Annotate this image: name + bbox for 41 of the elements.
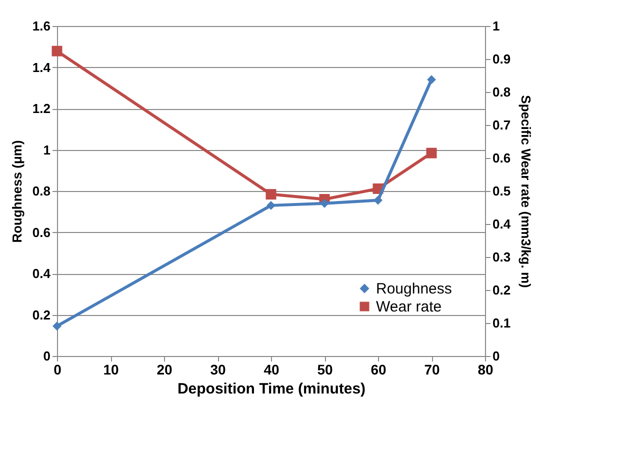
legend-label: Wear rate (376, 298, 442, 316)
y2-tick-label: 0.8 (492, 84, 511, 100)
y-tick-label: 1.2 (32, 101, 50, 116)
point (52, 46, 62, 56)
point (426, 148, 437, 158)
x-tick-label: 70 (424, 362, 440, 378)
point (427, 75, 436, 84)
y2-tick-label: 0.4 (492, 216, 512, 232)
legend-label: Roughness (376, 280, 452, 298)
x-tick-label: 60 (370, 362, 386, 378)
y-axis-title: Roughness (μm) (9, 140, 24, 243)
y2-tick-label: 0.1 (492, 316, 511, 330)
point (266, 189, 276, 200)
y2-tick-label: 1 (492, 18, 500, 34)
y2-tick-label: 0.6 (492, 150, 511, 166)
x-tick-label: 10 (103, 362, 119, 378)
y2-tick-label: 0.3 (492, 250, 511, 264)
y-tick-label: 1 (43, 142, 50, 158)
x-tick-label: 40 (264, 362, 280, 378)
x-tick-label: 20 (156, 362, 172, 378)
y-tick-label: 0.6 (32, 224, 50, 240)
y2-tick-label: 0.2 (492, 282, 511, 298)
x-axis-title: Deposition Time (minutes) (177, 380, 366, 398)
y-tick-label: 0 (43, 348, 50, 364)
y2-axis-title: Specific Wear rate (mm3/kg. m) (518, 95, 534, 288)
point (52, 322, 62, 331)
y2-tick-label: 0.7 (492, 118, 511, 132)
y2-tick-label: 0 (492, 348, 500, 364)
x-tick-label: 0 (54, 362, 62, 378)
y-tick-label: 1.6 (32, 18, 50, 34)
y-tick-label: 0.4 (32, 266, 52, 281)
x-tick-label: 50 (317, 362, 333, 378)
y2-tick-label: 0.5 (492, 184, 511, 198)
y2-tick-label: 0.9 (492, 52, 511, 66)
y-tick-label: 1.4 (32, 60, 52, 75)
x-tick-label: 80 (478, 362, 494, 378)
point (374, 196, 382, 205)
x-tick-label: 30 (210, 362, 226, 378)
point (266, 200, 276, 210)
y-tick-label: 0.8 (32, 184, 50, 198)
y-tick-label: 0.2 (32, 307, 50, 322)
